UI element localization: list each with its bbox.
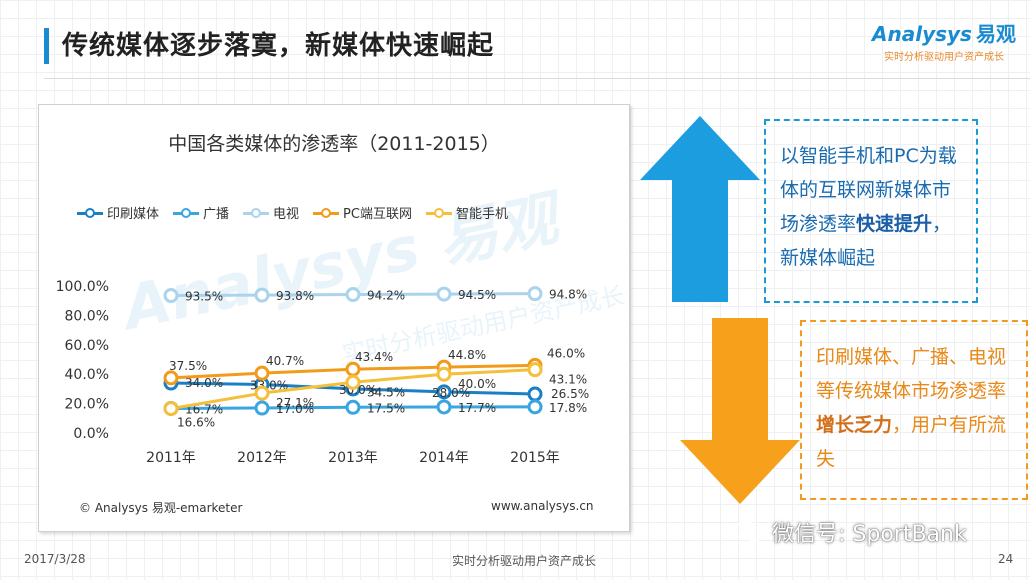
data-label: 44.8% — [448, 348, 486, 362]
legend-swatch-icon — [425, 207, 452, 219]
data-label: 17.8% — [549, 401, 587, 415]
x-tick-label: 2012年 — [237, 450, 287, 466]
decline-callout-emphasis: 增长乏力 — [816, 414, 893, 436]
data-point — [436, 286, 452, 302]
data-point — [436, 399, 452, 415]
data-point — [163, 288, 179, 304]
chart-source-right: www.analysys.cn — [491, 499, 594, 513]
data-point — [163, 370, 179, 386]
data-point — [345, 361, 361, 377]
data-label: 40.7% — [266, 354, 304, 368]
data-point — [163, 401, 179, 417]
data-point — [527, 286, 543, 302]
data-point — [345, 399, 361, 415]
data-label: 17.7% — [458, 401, 496, 415]
data-label: 94.8% — [549, 288, 587, 302]
data-label: 93.5% — [185, 290, 223, 304]
y-tick-label: 40.0% — [65, 367, 109, 383]
data-point — [436, 384, 452, 400]
x-tick-label: 2011年 — [146, 450, 196, 466]
legend-item: 印刷媒体 — [77, 203, 159, 222]
legend-label: PC端互联网 — [343, 207, 412, 222]
decline-callout-suffix: ，用户有所流失 — [816, 414, 1007, 470]
legend-item: 智能手机 — [425, 203, 508, 222]
legend-item: 广播 — [173, 203, 229, 222]
data-point — [527, 362, 543, 378]
x-tick-label: 2015年 — [510, 450, 560, 466]
data-point — [254, 287, 270, 303]
data-point — [527, 386, 543, 402]
growth-callout-text: 以智能手机和PC为载体的互联网新媒体市场渗透率 — [780, 145, 957, 235]
data-label: 46.0% — [547, 346, 585, 360]
decline-callout-text: 印刷媒体、广播、电视等传统媒体市场渗透率 — [816, 346, 1007, 402]
data-label: 17.5% — [367, 401, 405, 415]
data-label: 17.0% — [276, 402, 314, 416]
data-point — [345, 374, 361, 390]
legend-swatch-icon — [77, 207, 103, 219]
logo-cn-text: 易观 — [975, 22, 1016, 46]
footer-date: 2017/3/28 — [24, 552, 86, 566]
data-point — [345, 287, 361, 303]
legend-swatch-icon — [243, 207, 270, 219]
legend-label: 广播 — [203, 207, 230, 222]
data-label: 93.8% — [276, 289, 314, 303]
legend-swatch-icon — [313, 207, 340, 219]
header-divider — [44, 78, 1030, 79]
data-label: 27.1% — [276, 396, 314, 410]
line-chart: 0.0% 20.0% 40.0% 60.0% 80.0% 100.0% 2011年 2012年… — [56, 279, 590, 466]
chart-panel: Analysys 易观 实时分析驱动用户资产成长 中国各类媒体的渗透率（2011… — [38, 104, 630, 532]
growth-callout: 以智能手机和PC为载体的互联网新媒体市场渗透率快速提升，新媒体崛起 — [764, 119, 978, 303]
y-tick-label: 100.0% — [56, 279, 109, 295]
page-title: 传统媒体逐步落寞，新媒体快速崛起 — [62, 31, 495, 61]
wechat-watermark: 微信号: SportBank — [734, 516, 967, 548]
chart-title: 中国各类媒体的渗透率（2011-2015） — [168, 133, 500, 155]
data-label: 40.0% — [458, 377, 496, 391]
wechat-icon — [734, 521, 763, 542]
logo-tagline: 实时分析驱动用户资产成长 — [884, 52, 1004, 63]
data-point — [527, 399, 543, 415]
growth-callout-suffix: ，新媒体崛起 — [780, 213, 952, 269]
data-label: 28.0% — [432, 386, 470, 400]
chart-legend: 印刷媒体 广播 电视 PC端互联网 智能手机 — [77, 203, 522, 223]
data-point — [254, 385, 270, 401]
page-number: 24 — [998, 552, 1014, 566]
logo-text: Analysys — [872, 22, 972, 46]
data-label: 94.5% — [458, 288, 496, 302]
data-point — [254, 365, 270, 381]
x-tick-label: 2013年 — [328, 450, 378, 466]
legend-label: 智能手机 — [455, 207, 508, 222]
legend-item: 电视 — [243, 203, 299, 222]
wechat-id: 微信号: SportBank — [772, 522, 967, 547]
title-accent-bar — [44, 28, 49, 64]
y-tick-label: 0.0% — [73, 426, 109, 442]
data-label: 34.0% — [185, 376, 223, 390]
logo-wordmark: Analysys 易观 — [872, 18, 1016, 47]
x-tick-label: 2014年 — [419, 450, 469, 466]
legend-label: 印刷媒体 — [107, 207, 160, 222]
legend-swatch-icon — [173, 207, 200, 219]
data-label: 16.6% — [177, 416, 215, 430]
data-point — [436, 366, 452, 382]
y-tick-label: 20.0% — [65, 397, 109, 413]
y-tick-label: 80.0% — [65, 308, 109, 324]
analysys-logo: Analysys 易观 实时分析驱动用户资产成长 — [872, 18, 1022, 68]
up-arrow-icon — [640, 116, 760, 302]
legend-item: PC端互联网 — [313, 203, 412, 222]
data-point — [254, 400, 270, 416]
data-label: 43.4% — [355, 350, 393, 364]
growth-callout-emphasis: 快速提升 — [856, 213, 933, 235]
legend-label: 电视 — [273, 207, 300, 222]
decline-callout: 印刷媒体、广播、电视等传统媒体市场渗透率增长乏力，用户有所流失 — [800, 320, 1028, 500]
data-label: 34.5% — [367, 385, 405, 399]
y-tick-label: 60.0% — [65, 338, 109, 354]
data-label: 26.5% — [551, 387, 589, 401]
data-label: 94.2% — [367, 289, 405, 303]
chart-source-left: © Analysys 易观-emarketer — [79, 501, 243, 515]
down-arrow-icon — [680, 318, 800, 504]
data-label: 37.5% — [169, 359, 207, 373]
data-label: 43.1% — [549, 373, 587, 387]
footer-slogan: 实时分析驱动用户资产成长 — [452, 554, 597, 568]
